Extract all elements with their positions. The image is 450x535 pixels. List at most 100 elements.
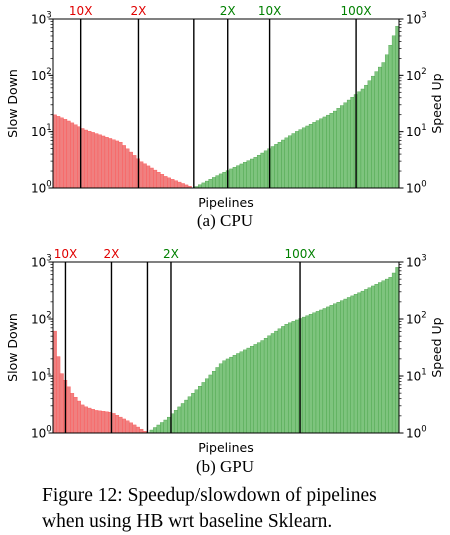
speedup-bar xyxy=(232,355,237,434)
slowdown-bar xyxy=(94,133,99,189)
slowdown-bar xyxy=(73,124,78,189)
speedup-bar xyxy=(329,305,334,434)
speedup-bar xyxy=(312,122,317,189)
speedup-bar xyxy=(333,110,338,189)
bars xyxy=(52,26,400,189)
speedup-bar xyxy=(256,342,261,434)
slowdown-bar xyxy=(149,167,154,189)
speedup-bar xyxy=(388,45,393,189)
speedup-bar xyxy=(236,353,241,434)
speedup-bar xyxy=(274,144,279,189)
speedup-bar xyxy=(350,295,355,434)
tick-label-left: 102 xyxy=(31,67,52,83)
threshold-label: 100X xyxy=(284,247,315,261)
speedup-bar xyxy=(322,116,327,189)
slowdown-bar xyxy=(63,119,68,189)
speedup-bar xyxy=(374,71,379,189)
tick-label-left: 101 xyxy=(31,123,52,139)
tick-label-left: 101 xyxy=(31,368,52,384)
slowdown-bar xyxy=(80,404,85,434)
speedup-bar xyxy=(305,315,310,434)
slowdown-bar xyxy=(111,413,116,434)
speedup-bar xyxy=(367,287,372,434)
y-axis-label-left: Slow Down xyxy=(5,69,20,138)
slowdown-bar xyxy=(104,137,109,189)
slowdown-bar xyxy=(52,114,57,189)
speedup-bar xyxy=(184,399,189,434)
chart-cpu: 10X 2X 2X 10X 100X 100 100 101 101 102 102 103 103 Pi… xyxy=(5,4,444,210)
slowdown-bar xyxy=(70,122,75,189)
speedup-bar xyxy=(288,322,293,434)
speedup-bar xyxy=(301,127,306,189)
y-axis-label-right: Speed Up xyxy=(429,317,444,377)
slowdown-bar xyxy=(160,174,165,189)
speedup-bar xyxy=(388,277,393,434)
speedup-bar xyxy=(381,62,386,189)
slowdown-bar xyxy=(83,406,88,434)
slowdown-bar xyxy=(153,169,158,189)
speedup-bar xyxy=(329,113,334,189)
slowdown-bar xyxy=(56,356,61,434)
speedup-bar xyxy=(305,125,310,189)
speedup-bar xyxy=(295,131,299,189)
slowdown-bar xyxy=(77,400,82,434)
speedup-bar xyxy=(357,292,362,434)
slowdown-bar xyxy=(87,407,92,434)
threshold-label: 2X xyxy=(163,247,179,261)
threshold-label: 2X xyxy=(220,4,236,18)
tick-label-right: 102 xyxy=(406,67,427,83)
slowdown-bar xyxy=(132,424,137,434)
speedup-bar xyxy=(180,403,185,434)
speedup-bar xyxy=(326,306,331,434)
chart-gpu: 10X 2X 2X 100X 100 100 101 101 102 102 103 103 Pipel… xyxy=(5,247,444,455)
speedup-bar xyxy=(263,150,268,189)
speedup-bar xyxy=(198,386,203,434)
plot-frame xyxy=(52,18,400,189)
speedup-bar xyxy=(201,182,206,189)
speedup-bar xyxy=(211,177,216,189)
speedup-bar xyxy=(322,308,327,434)
plot-frame xyxy=(52,261,400,434)
speedup-bar xyxy=(319,118,324,189)
speedup-bar xyxy=(243,349,248,434)
speedup-bar xyxy=(208,179,213,189)
slowdown-bar xyxy=(104,411,109,434)
slowdown-bar xyxy=(115,415,120,434)
speedup-bar xyxy=(222,360,227,434)
slowdown-bar xyxy=(94,410,99,434)
slowdown-bar xyxy=(156,172,161,189)
slowdown-bar xyxy=(173,180,178,189)
subplot-caption-cpu: (a) CPU xyxy=(196,211,254,230)
threshold-label: 10X xyxy=(54,247,78,261)
speedup-bar xyxy=(208,374,213,434)
slowdown-bar xyxy=(128,422,133,434)
slowdown-bar xyxy=(108,138,113,189)
slowdown-bar xyxy=(122,418,126,434)
slowdown-bar xyxy=(90,132,95,189)
speedup-bar xyxy=(260,152,265,189)
speedup-bar xyxy=(295,319,299,434)
speedup-bar xyxy=(201,382,206,434)
speedup-bar xyxy=(232,167,237,189)
tick-label-right: 103 xyxy=(406,254,427,270)
speedup-bar xyxy=(391,272,396,434)
speedup-bar xyxy=(291,133,296,189)
tick-label-left: 100 xyxy=(31,425,52,441)
speedup-bar xyxy=(187,396,192,434)
speedup-bar xyxy=(343,102,348,189)
slowdown-bar xyxy=(128,151,133,189)
speedup-bar xyxy=(371,285,376,434)
speedup-bar xyxy=(340,105,344,189)
speedup-bar xyxy=(360,88,365,189)
slowdown-bar xyxy=(167,177,171,189)
speedup-bar xyxy=(384,278,389,434)
speedup-bar xyxy=(277,328,282,434)
speedup-bar xyxy=(229,168,234,189)
slowdown-bar xyxy=(125,420,130,434)
slowdown-bar xyxy=(87,131,92,189)
speedup-bar xyxy=(246,160,251,189)
speedup-bar xyxy=(215,175,220,189)
x-axis-label: Pipelines xyxy=(198,195,253,210)
slowdown-bar xyxy=(177,181,182,189)
speedup-bar xyxy=(205,378,210,434)
